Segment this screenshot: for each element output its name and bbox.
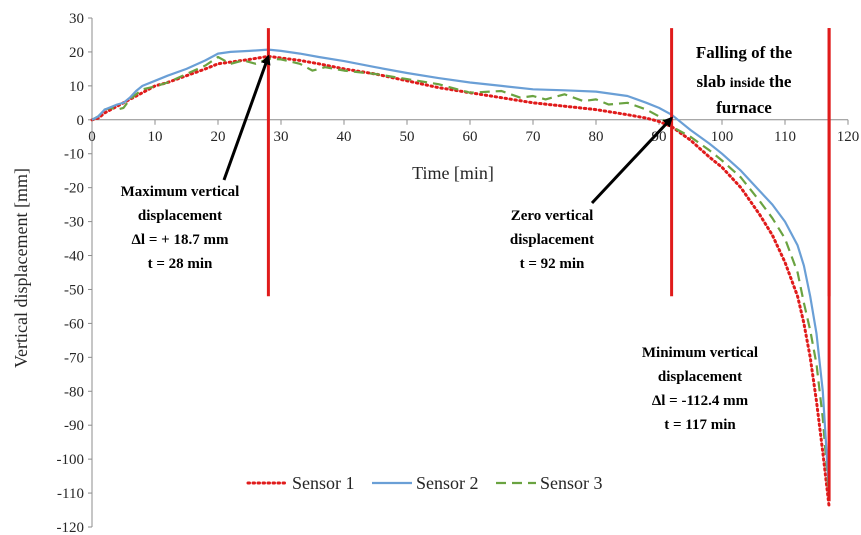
legend-item-sensor-1: Sensor 1 — [246, 473, 355, 493]
annotation-zero: Zero vertical displacement t = 92 min — [510, 208, 594, 272]
annotation-maximum: Maximum vertical displacement Δl = + 18.… — [121, 184, 240, 272]
series-line-sensor-2 — [91, 48, 831, 494]
annotation-falling-line-2: slab inside the — [697, 72, 792, 91]
y-tick-label: -40 — [64, 249, 84, 265]
x-tick-label: 50 — [400, 129, 415, 145]
series-line-sensor-1 — [90, 54, 831, 509]
x-tick-label: 0 — [88, 129, 96, 145]
annotation-falling-word-the: the — [769, 72, 792, 91]
y-tick-label: 30 — [69, 11, 84, 27]
x-tick-label: 120 — [837, 129, 860, 145]
annotation-falling-line-3: furnace — [716, 98, 772, 117]
y-axis: 3020100-10-20-30-40-50-60-70-80-90-100-1… — [57, 11, 93, 535]
legend-item-sensor-3: Sensor 3 — [496, 473, 603, 493]
annotation-arrows — [222, 54, 673, 205]
arrow-to-maximum — [222, 54, 271, 181]
annotation-falling-line-1: Falling of the — [696, 43, 793, 62]
annotation-maximum-line-2: displacement — [138, 208, 222, 224]
marker-lines — [266, 28, 831, 502]
series-layer — [90, 48, 831, 509]
y-tick-label: -30 — [64, 215, 84, 231]
legend-label-sensor-3: Sensor 3 — [540, 473, 603, 493]
legend-item-sensor-2: Sensor 2 — [372, 473, 479, 493]
y-tick-label: 20 — [69, 45, 84, 61]
annotation-zero-line-3: t = 92 min — [520, 256, 585, 272]
annotation-minimum-line-1: Minimum vertical — [642, 345, 758, 361]
annotation-minimum-line-4: t = 117 min — [664, 417, 736, 433]
annotation-zero-line-1: Zero vertical — [511, 208, 594, 224]
series-line-sensor-3 — [91, 55, 831, 497]
annotation-minimum: Minimum vertical displacement Δl = -112.… — [642, 345, 758, 433]
x-tick-label: 60 — [463, 129, 478, 145]
x-tick-label: 10 — [148, 129, 163, 145]
x-tick-label: 100 — [711, 129, 734, 145]
x-tick-label: 70 — [526, 129, 541, 145]
x-tick-label: 80 — [589, 129, 604, 145]
y-tick-label: 0 — [77, 113, 85, 129]
y-tick-label: -10 — [64, 147, 84, 163]
arrow-to-zero — [590, 116, 673, 205]
legend: Sensor 1 Sensor 2 Sensor 3 — [246, 473, 603, 493]
y-tick-label: -80 — [64, 384, 84, 400]
y-axis-title: Vertical displacement [mm] — [11, 168, 31, 368]
annotation-falling-word-inside: inside — [730, 76, 765, 91]
x-tick-label: 30 — [274, 129, 289, 145]
x-tick-label: 110 — [774, 129, 796, 145]
y-tick-label: -110 — [57, 486, 84, 502]
annotation-maximum-line-3: Δl = + 18.7 mm — [132, 232, 229, 248]
annotation-zero-line-2: displacement — [510, 232, 594, 248]
y-tick-label: 10 — [69, 79, 84, 95]
x-axis: 0 10 20 30 40 50 60 70 80 90 100 110 120 — [88, 119, 860, 145]
annotation-minimum-line-2: displacement — [658, 369, 742, 385]
annotation-falling-word-slab: slab — [697, 72, 726, 91]
y-tick-label: -120 — [57, 520, 85, 535]
x-tick-label: 40 — [337, 129, 352, 145]
annotation-falling: Falling of the slab inside the furnace — [696, 43, 793, 117]
y-tick-label: -50 — [64, 282, 84, 298]
annotation-minimum-line-3: Δl = -112.4 mm — [652, 393, 749, 409]
x-axis-title: Time [min] — [412, 163, 494, 183]
annotation-maximum-line-1: Maximum vertical — [121, 184, 240, 200]
y-tick-label: -60 — [64, 316, 84, 332]
x-tick-label: 20 — [211, 129, 226, 145]
y-tick-label: -70 — [64, 350, 84, 366]
annotation-maximum-line-4: t = 28 min — [148, 256, 213, 272]
x-tick-label: 90 — [652, 129, 667, 145]
y-tick-label: -100 — [57, 452, 85, 468]
legend-label-sensor-2: Sensor 2 — [416, 473, 479, 493]
y-tick-label: -20 — [64, 181, 84, 197]
legend-label-sensor-1: Sensor 1 — [292, 473, 355, 493]
y-tick-label: -90 — [64, 418, 84, 434]
